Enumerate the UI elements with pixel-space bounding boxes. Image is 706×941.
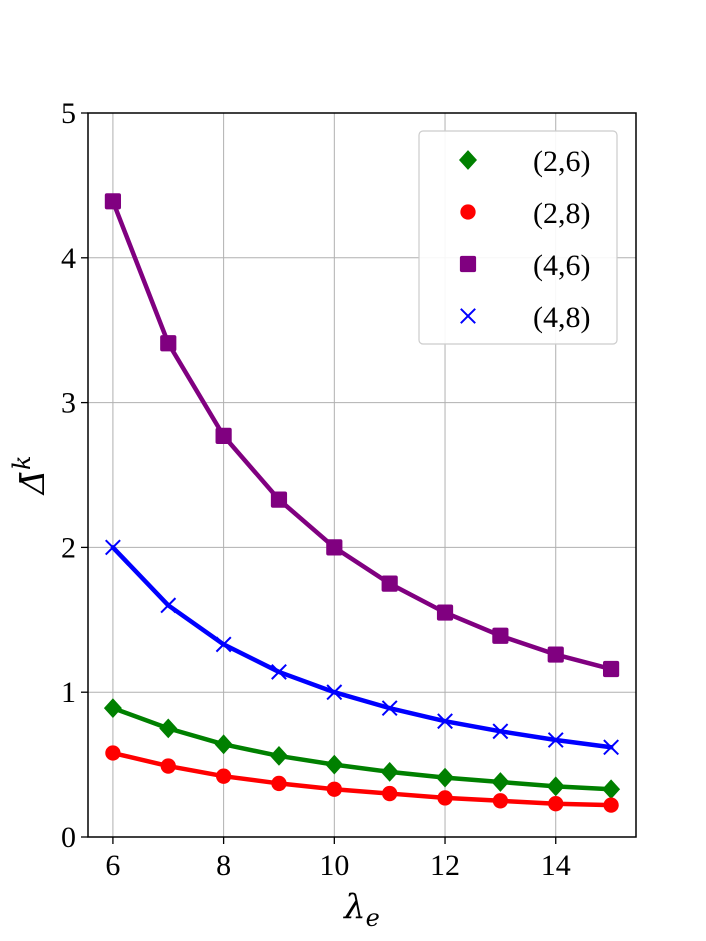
data-point	[159, 718, 178, 739]
data-point	[436, 767, 455, 788]
data-point	[547, 646, 564, 663]
data-point	[105, 745, 121, 761]
legend-item: (4,8)	[460, 301, 590, 334]
data-point	[326, 539, 343, 556]
data-point	[602, 660, 620, 678]
x-marker-stroke	[381, 700, 398, 717]
series-1	[103, 698, 621, 800]
x-marker-stroke	[215, 636, 232, 653]
legend-box	[418, 130, 618, 345]
data-point	[326, 781, 342, 797]
y-axis-label-superscript: k	[8, 455, 36, 470]
data-point	[547, 732, 564, 748]
x-axis-label-main: λ	[342, 887, 366, 927]
x-tick-label: 12	[430, 849, 460, 882]
x-marker-stroke	[271, 664, 287, 680]
x-tick-label: 14	[541, 849, 571, 882]
legend-item: (2,8)	[460, 197, 590, 230]
x-marker-stroke	[460, 308, 476, 324]
y-tick-label: 0	[61, 821, 76, 854]
series-4	[105, 539, 619, 756]
data-point	[160, 335, 177, 352]
data-point	[271, 664, 287, 680]
y-tick-label: 3	[61, 387, 76, 420]
legend-swatch	[460, 204, 476, 220]
data-point	[215, 427, 232, 445]
data-point	[103, 698, 122, 719]
data-point	[492, 793, 509, 809]
data-point	[104, 193, 122, 210]
legend: (2,6) (2,8) (4,6) (4,8)	[418, 130, 618, 345]
legend-label: (2,6)	[533, 145, 590, 178]
data-point	[437, 790, 453, 806]
x-marker-stroke	[492, 723, 509, 740]
plot-frame	[87, 112, 637, 838]
legend-swatch	[460, 308, 476, 324]
x-tick-label: 10	[319, 849, 349, 882]
data-point	[437, 713, 453, 730]
data-point	[381, 575, 398, 592]
data-point	[491, 772, 510, 792]
series-line	[110, 705, 614, 792]
x-tick-label: 6	[105, 849, 120, 882]
x-axis-label-subscript: e	[366, 904, 380, 932]
x-axis-label: λe	[342, 887, 380, 932]
data-point	[215, 636, 232, 653]
legend-item: (2,6)	[459, 145, 590, 178]
y-axis-label-main: Δ̄	[13, 470, 53, 497]
series-line	[110, 199, 614, 672]
x-tick-label: 8	[216, 849, 231, 882]
y-tick-label: 1	[61, 676, 76, 709]
series-2	[105, 745, 619, 813]
data-point	[160, 597, 177, 614]
data-point	[380, 761, 399, 782]
x-marker-stroke	[437, 713, 453, 730]
data-point	[602, 779, 621, 800]
data-point	[382, 785, 398, 802]
data-point	[215, 768, 232, 784]
data-point	[270, 491, 288, 508]
data-point	[105, 539, 121, 556]
y-tick-label: 4	[61, 242, 76, 275]
legend-swatch	[459, 255, 477, 273]
series-3	[104, 193, 620, 678]
x-marker-stroke	[326, 684, 343, 701]
y-tick-label: 5	[61, 97, 76, 130]
data-point	[548, 796, 564, 812]
x-marker-stroke	[160, 597, 177, 614]
series-line	[110, 545, 614, 750]
data-point	[214, 734, 233, 755]
data-point	[546, 776, 565, 797]
data-point	[436, 604, 454, 621]
data-point	[603, 739, 619, 756]
series-line	[110, 750, 614, 808]
data-point	[326, 684, 343, 701]
legend-items: (2,6) (2,8) (4,6) (4,8)	[459, 145, 590, 334]
data-point	[271, 775, 287, 792]
x-marker-stroke	[105, 539, 121, 556]
legend-label: (2,8)	[533, 197, 590, 230]
legend-label: (4,6)	[533, 249, 590, 282]
data-point	[325, 754, 344, 775]
data-point	[492, 627, 509, 644]
data-point	[603, 797, 619, 813]
series-layer	[103, 193, 621, 813]
data-point	[160, 758, 176, 774]
x-marker-stroke	[603, 739, 619, 756]
legend-label: (4,8)	[533, 301, 590, 334]
data-point	[269, 746, 288, 766]
y-axis-label: Δ̄k	[8, 455, 53, 496]
data-point	[492, 723, 509, 740]
legend-item: (4,6)	[459, 249, 590, 282]
x-marker-stroke	[547, 732, 564, 748]
legend-swatch	[459, 150, 477, 170]
data-point	[381, 700, 398, 717]
y-tick-label: 2	[61, 531, 76, 564]
